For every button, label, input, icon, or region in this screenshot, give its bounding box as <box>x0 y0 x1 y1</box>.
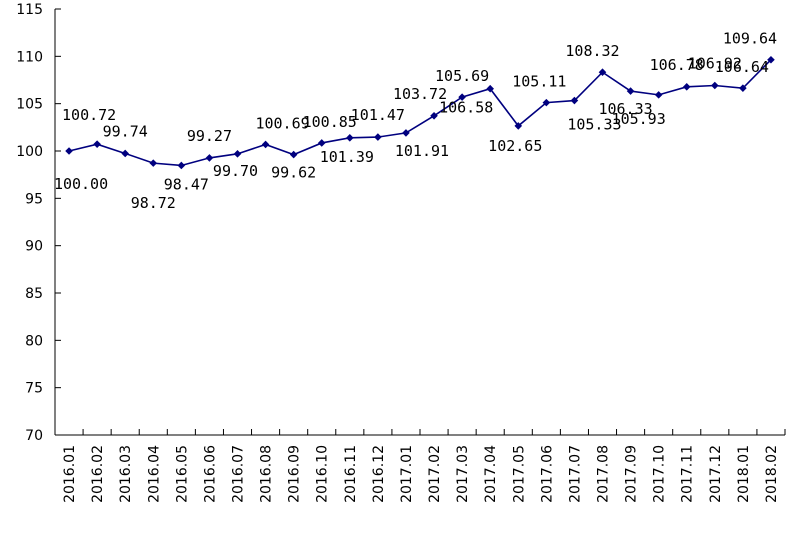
data-point-marker <box>626 87 635 95</box>
x-tick-label: 2017.11 <box>680 445 696 503</box>
data-point-marker <box>711 81 719 90</box>
x-tick-label: 2017.04 <box>483 445 499 503</box>
x-tick-label: 2016.12 <box>371 445 387 503</box>
data-label: 105.11 <box>512 73 566 91</box>
y-tick-label: 75 <box>25 381 43 397</box>
data-label: 101.47 <box>351 106 405 124</box>
data-point-marker <box>682 83 691 91</box>
x-tick-label: 2016.09 <box>287 445 303 503</box>
y-tick-label: 110 <box>16 49 43 65</box>
x-tick-label: 2016.10 <box>315 445 331 503</box>
y-tick-label: 70 <box>25 428 43 444</box>
y-tick-label: 100 <box>16 144 43 160</box>
data-point-marker <box>767 55 775 64</box>
y-tick-label: 95 <box>25 191 43 207</box>
data-label: 100.85 <box>303 113 357 131</box>
series-group <box>65 55 775 170</box>
x-tick-label: 2017.03 <box>455 445 471 503</box>
data-label: 105.93 <box>612 110 666 128</box>
data-point-marker <box>93 140 101 148</box>
x-tick-label: 2018.01 <box>736 445 752 503</box>
data-point-marker <box>177 161 186 170</box>
data-point-marker <box>261 140 270 149</box>
data-label: 102.65 <box>488 137 542 155</box>
x-tick-label: 2016.03 <box>118 445 134 503</box>
data-label: 100.69 <box>255 114 309 132</box>
y-tick-label: 85 <box>25 286 43 302</box>
x-tick-label: 2017.08 <box>596 445 612 503</box>
x-tick-label: 2017.07 <box>567 445 583 503</box>
data-point-marker <box>65 147 73 155</box>
data-point-marker <box>430 111 438 120</box>
data-point-marker <box>570 96 579 105</box>
x-tick-label: 2016.01 <box>62 445 78 503</box>
y-tick-label: 115 <box>16 2 43 18</box>
x-tick-label: 2016.07 <box>231 445 247 503</box>
x-tick-label: 2016.06 <box>202 445 218 503</box>
data-point-marker <box>205 154 214 162</box>
data-point-marker <box>514 122 523 130</box>
y-tick-label: 105 <box>16 97 43 113</box>
x-tick-label: 2017.06 <box>539 445 555 503</box>
y-tick-label: 90 <box>25 239 43 255</box>
data-label: 103.72 <box>393 85 447 103</box>
x-tick-label: 2016.04 <box>146 445 162 503</box>
data-label: 106.92 <box>688 54 742 72</box>
x-tick-label: 2017.01 <box>399 445 415 503</box>
data-point-marker <box>121 149 129 158</box>
data-point-marker <box>346 134 354 142</box>
data-label: 98.47 <box>164 175 209 193</box>
data-label: 106.33 <box>598 100 652 118</box>
x-tick-label: 2017.09 <box>624 445 640 503</box>
data-label: 99.62 <box>271 164 316 182</box>
data-point-marker <box>402 129 410 137</box>
data-label: 99.74 <box>103 122 148 140</box>
x-axis: 2016.01 2016.02 2016.03 2016.04 2016.05 2016.… <box>54 429 786 503</box>
data-label: 105.33 <box>567 116 621 134</box>
data-label: 106.64 <box>715 58 769 76</box>
data-label: 100.72 <box>62 106 116 124</box>
data-label: 106.58 <box>439 99 493 117</box>
data-point-marker <box>289 150 298 159</box>
data-label: 98.72 <box>131 194 176 212</box>
data-point-marker <box>739 84 747 92</box>
x-tick-label: 2016.11 <box>343 445 359 503</box>
data-point-marker <box>598 68 607 77</box>
data-point-marker <box>317 139 326 147</box>
data-label: 101.39 <box>320 148 374 166</box>
data-label: 109.64 <box>723 30 777 48</box>
data-point-marker <box>149 159 158 167</box>
data-point-marker <box>233 150 242 158</box>
data-point-marker <box>374 133 382 141</box>
data-label: 100.00 <box>54 175 108 193</box>
x-tick-label: 2016.02 <box>90 445 106 503</box>
x-tick-label: 2016.08 <box>259 445 275 503</box>
x-tick-label: 2017.05 <box>511 445 527 503</box>
data-label: 105.69 <box>435 67 489 85</box>
y-tick-label: 80 <box>25 333 43 349</box>
data-label: 99.27 <box>187 127 232 145</box>
data-point-marker <box>486 84 494 93</box>
data-label: 99.70 <box>213 162 258 180</box>
x-tick-label: 2016.05 <box>174 445 190 503</box>
data-point-marker <box>458 93 466 101</box>
data-point-marker <box>542 98 551 107</box>
data-label: 108.32 <box>565 42 619 60</box>
y-axis: 70 75 80 85 90 95 100 105 110 115 <box>16 2 61 444</box>
data-label: 101.91 <box>395 142 449 160</box>
data-point-marker <box>654 91 663 99</box>
x-tick-label: 2017.10 <box>652 445 668 503</box>
series-line <box>68 59 772 167</box>
x-tick-label: 2017.12 <box>708 445 724 503</box>
x-tick-label: 2017.02 <box>427 445 443 503</box>
x-tick-label: 2018.02 <box>764 445 780 503</box>
data-label: 106.78 <box>650 56 704 74</box>
